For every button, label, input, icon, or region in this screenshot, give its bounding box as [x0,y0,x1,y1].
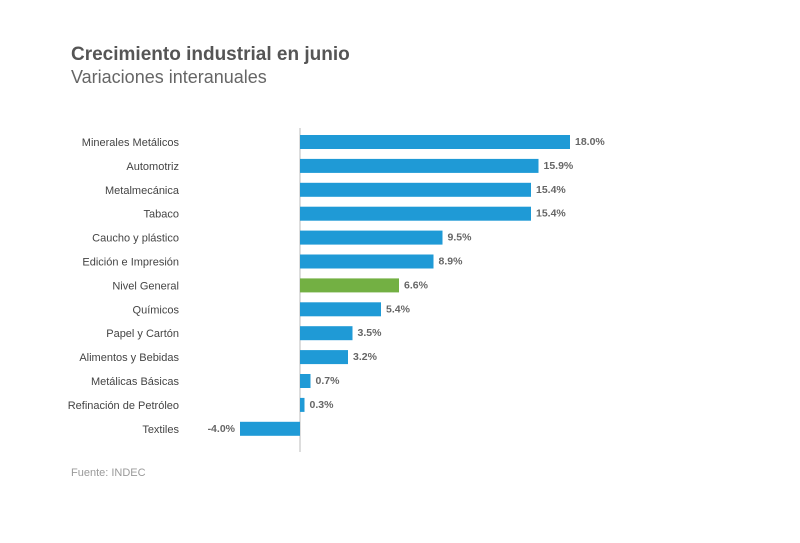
bar [300,230,443,245]
value-label: 15.9% [544,160,574,172]
category-label: Tabaco [144,209,179,221]
source-note: Fuente: INDEC [71,467,146,479]
bar [300,182,531,197]
category-label: Alimentos y Bebidas [79,352,179,364]
category-label: Nivel General [112,280,179,292]
value-label: 0.7% [316,375,341,387]
value-label: 8.9% [439,256,464,268]
bar [300,374,311,388]
bar [300,158,539,173]
category-label: Edición e Impresión [82,257,179,269]
category-label: Caucho y plástico [92,233,179,245]
category-label: Metálicas Básicas [91,376,180,388]
category-label: Refinación de Petróleo [68,400,179,412]
value-label: 5.4% [386,303,411,315]
value-label: 18.0% [575,136,605,148]
value-label: 15.4% [536,184,566,196]
bar [300,302,381,317]
category-label: Papel y Cartón [106,328,179,340]
category-label: Minerales Metálicos [82,137,180,149]
bar [300,397,305,412]
bar [300,326,353,341]
bar [240,421,300,436]
value-label: 9.5% [448,232,473,244]
value-label: 0.3% [310,399,335,411]
category-label: Textiles [142,424,179,436]
category-label: Automotriz [126,161,179,173]
value-label: -4.0% [208,423,236,435]
category-label: Químicos [133,304,180,316]
value-label: 6.6% [404,279,429,291]
bar [300,206,531,221]
value-label: 3.2% [353,351,378,363]
chart-subtitle: Variaciones interanuales [71,67,267,87]
bar [300,350,348,365]
category-label: Metalmecánica [105,185,180,197]
value-label: 3.5% [358,327,383,339]
bar [300,254,434,269]
value-label: 15.4% [536,208,566,220]
chart-title: Crecimiento industrial en junio [71,44,350,65]
bar [300,135,570,149]
bar [300,278,399,293]
